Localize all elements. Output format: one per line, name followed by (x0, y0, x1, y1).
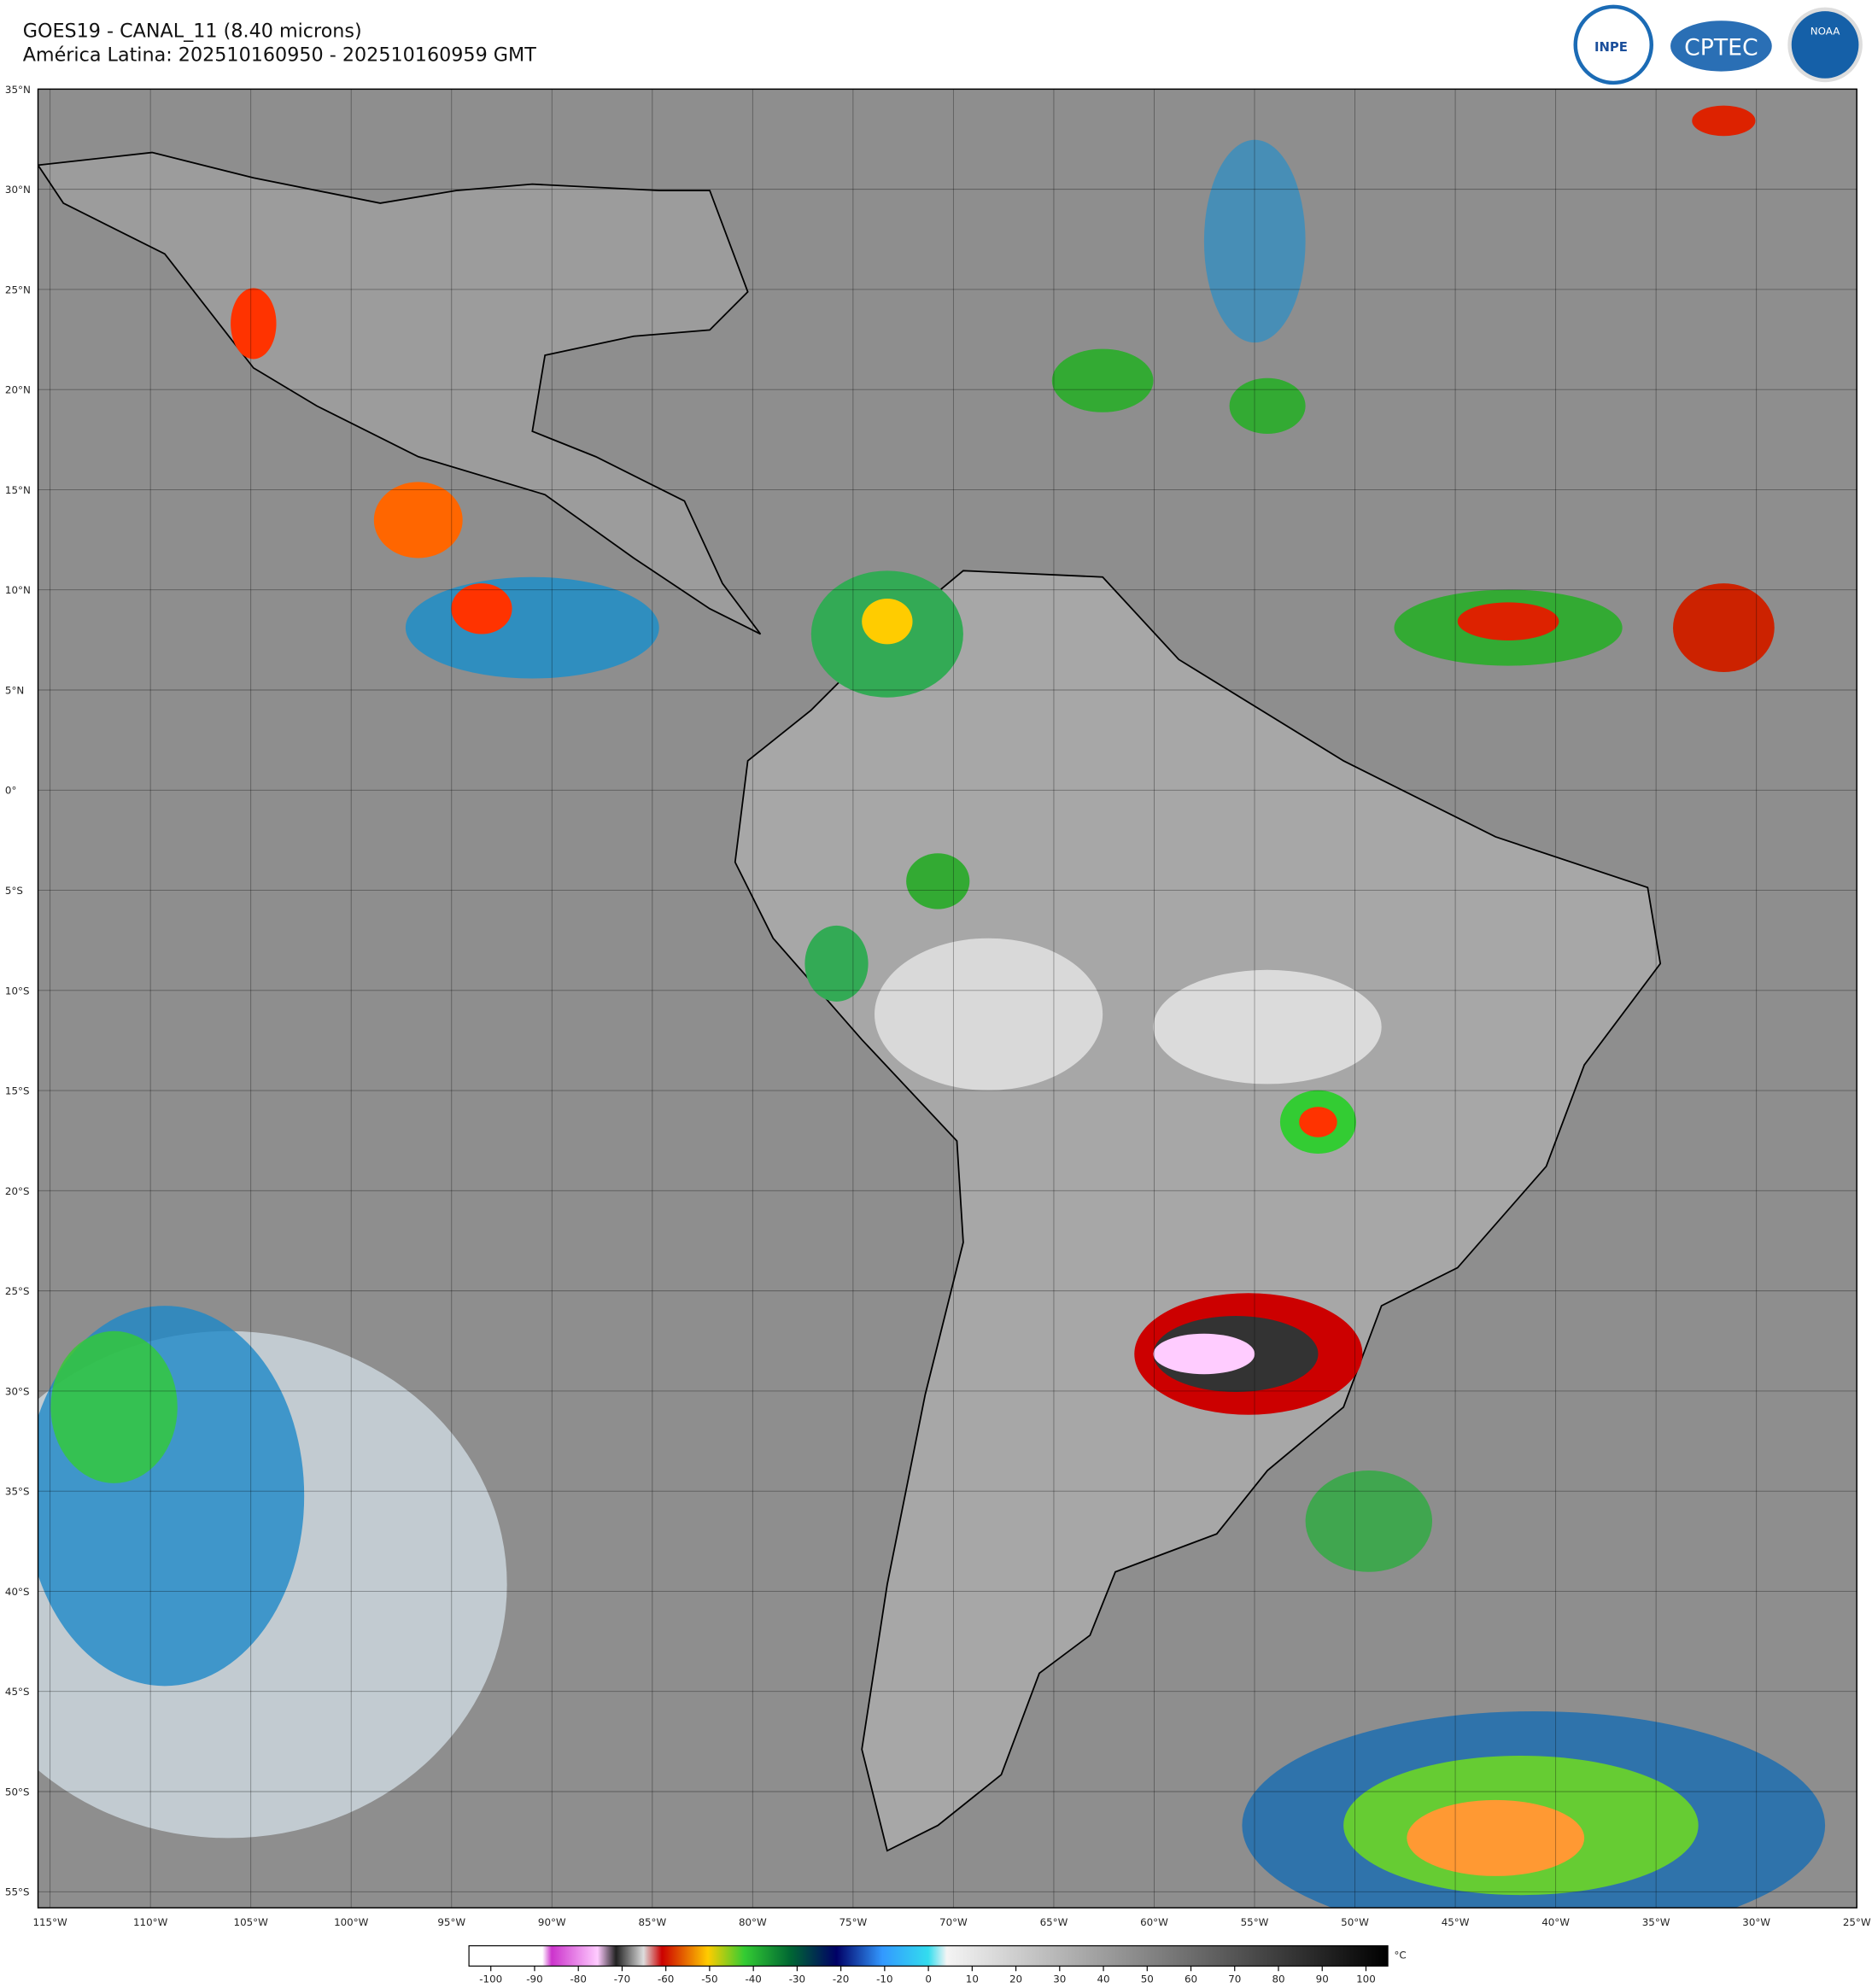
logo-text: INPE (1594, 40, 1628, 55)
colorbar-tick-label: -10 (876, 1973, 892, 1985)
lon-tick-label: 95°W (437, 1916, 465, 1928)
storm (1203, 139, 1306, 343)
storm (1051, 348, 1154, 412)
cloud-cold (50, 1330, 178, 1483)
logo-cptec (1670, 20, 1772, 72)
lat-tick-label: 20°N (5, 384, 31, 396)
lon-tick-label: 85°W (638, 1916, 666, 1928)
title: GOES19 - CANAL_11 (8.40 microns) (23, 20, 362, 43)
graticule: 35°N 30°N 25°N 20°N 15°N 10°N 5°N 0° 5°S 10°S 15°S… (5, 84, 1871, 1928)
storm (451, 583, 512, 634)
lat-tick-label: 10°S (5, 985, 30, 997)
storm (1229, 377, 1306, 435)
storm (1299, 1107, 1337, 1137)
lat-tick-label: 35°N (5, 84, 31, 96)
lon-tick-label: 55°W (1241, 1916, 1269, 1928)
lat-tick-label: 35°S (5, 1486, 30, 1498)
storm (405, 576, 659, 679)
colorbar-gradient (468, 1944, 1389, 1967)
lon-tick-label: 90°W (538, 1916, 566, 1928)
north-america (38, 151, 762, 635)
colorbar-tick-label: -60 (658, 1973, 674, 1985)
colorbar-tick-label: 100 (1356, 1973, 1376, 1985)
lat-tick-label: 5°N (5, 684, 24, 696)
colorbar-tick-label: -20 (833, 1973, 849, 1985)
lon-tick-label: 70°W (939, 1916, 968, 1928)
lon-tick-label: 40°W (1541, 1916, 1570, 1928)
lat-tick-label: 30°N (5, 184, 31, 196)
cloud-cold (1305, 1471, 1433, 1572)
lon-tick-label: 25°W (1843, 1916, 1871, 1928)
lon-tick-label: 50°W (1341, 1916, 1369, 1928)
colorbar-tick-label: 80 (1272, 1973, 1284, 1985)
subtitle: América Latina: 202510160950 - 202510160… (23, 44, 537, 67)
colorbar-tick-label: -30 (789, 1973, 805, 1985)
lat-tick-label: 15°N (5, 484, 31, 496)
lat-tick-label: 45°S (5, 1686, 30, 1698)
storm (231, 288, 277, 360)
lon-tick-label: 105°W (234, 1916, 269, 1928)
storm (1692, 105, 1756, 137)
lon-tick-label: 30°W (1742, 1916, 1770, 1928)
colorbar-tick-label: 20 (1009, 1973, 1022, 1985)
colorbar-tick-label: -50 (701, 1973, 717, 1985)
logos: INPE CPTEC NOAA (1573, 4, 1863, 85)
colorbar-tick-label: 40 (1097, 1973, 1109, 1985)
storm (1672, 583, 1775, 673)
logo-text: CPTEC (1684, 34, 1758, 61)
colorbar-tick-label: 10 (966, 1973, 979, 1985)
lon-tick-label: 80°W (739, 1916, 767, 1928)
colorbar-tick-label: -70 (614, 1973, 630, 1985)
colorbar-tick-label: 70 (1228, 1973, 1241, 1985)
lon-tick-label: 100°W (334, 1916, 369, 1928)
lat-tick-label: 5°S (5, 885, 23, 897)
colorbar-tick-label: -90 (526, 1973, 542, 1985)
lon-tick-label: 75°W (839, 1916, 868, 1928)
lat-tick-label: 20°S (5, 1185, 30, 1197)
lon-tick-label: 115°W (32, 1916, 67, 1928)
storm (862, 598, 913, 645)
colorbar-unit: °C (1394, 1949, 1406, 1961)
colorbar-tick-label: -100 (479, 1973, 502, 1985)
satellite-image (38, 89, 1857, 1909)
logo-inpe (1573, 4, 1653, 85)
colorbar: -100 -90 -80 -70 -60 -50 -40 -30 -20 -10 0 10 20 30 40… (468, 1944, 1407, 1985)
lat-tick-label: 25°S (5, 1285, 30, 1297)
storm (373, 482, 463, 558)
colorbar-tick-label: 50 (1141, 1973, 1154, 1985)
colorbar-tick-label: 30 (1053, 1973, 1066, 1985)
lat-tick-label: 0° (5, 785, 16, 797)
lon-tick-label: 65°W (1040, 1916, 1068, 1928)
colorbar-tick-label: -80 (570, 1973, 587, 1985)
map-frame (37, 88, 1857, 1909)
lat-tick-label: 30°S (5, 1385, 30, 1397)
lat-tick-label: 10°N (5, 584, 31, 596)
colorbar-tick-label: 90 (1316, 1973, 1329, 1985)
lon-tick-label: 60°W (1140, 1916, 1168, 1928)
storm (906, 853, 970, 909)
cloud (875, 938, 1103, 1090)
storm (804, 925, 869, 1002)
lon-tick-label: 45°W (1442, 1916, 1470, 1928)
cloud-cold (1407, 1799, 1585, 1876)
logo-noaa (1787, 7, 1863, 83)
storm (1457, 602, 1559, 640)
lon-tick-label: 110°W (133, 1916, 168, 1928)
lon-tick-label: 35°W (1642, 1916, 1670, 1928)
storm (1153, 1333, 1255, 1375)
colorbar-tick-label: -40 (745, 1973, 761, 1985)
colorbar-tick-label: 60 (1185, 1973, 1197, 1985)
lat-tick-label: 15°S (5, 1085, 30, 1097)
lat-tick-label: 50°S (5, 1786, 30, 1798)
lat-tick-label: 55°S (5, 1886, 30, 1898)
colorbar-tick-label: 0 (925, 1973, 932, 1985)
logo-text: NOAA (1811, 26, 1840, 38)
cloud (1153, 969, 1382, 1085)
lat-tick-label: 40°S (5, 1586, 30, 1598)
lat-tick-label: 25°N (5, 284, 31, 295)
